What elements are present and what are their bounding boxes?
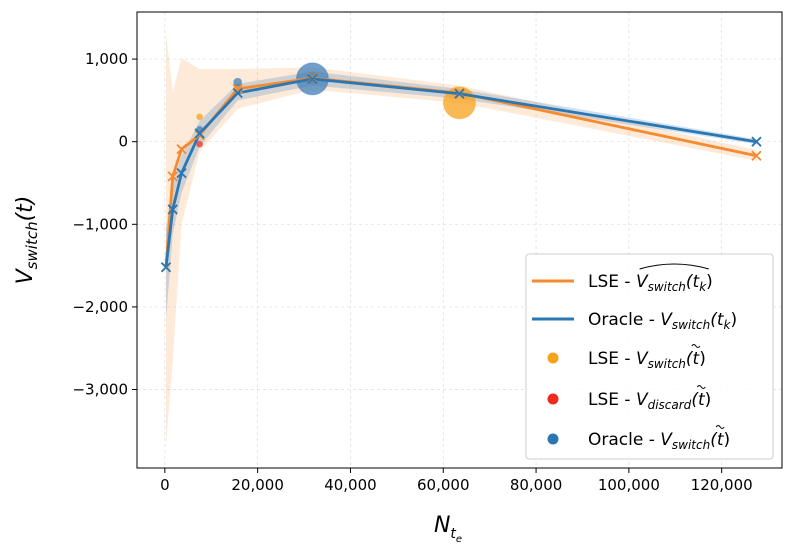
legend-item-oracle_switch: Oracle - Vswitch(t) [547, 425, 730, 452]
x-tick-label: 60,000 [417, 476, 470, 494]
legend-label: LSE - Vswitch(t) [588, 349, 706, 371]
marker-stroke [160, 262, 172, 273]
y-axis-ticks: 1,000 0 −1,000 −2,000 −3,000 [72, 50, 137, 399]
y-tick-label: 0 [118, 133, 128, 151]
band-lse [166, 32, 757, 446]
y-tick-label: −1,000 [72, 215, 128, 233]
x-tick-label: 80,000 [510, 476, 563, 494]
marker-oracle [194, 128, 205, 139]
x-axis-label-sub: t [450, 526, 456, 542]
marker-oracle [160, 262, 172, 273]
y-tick-label: −2,000 [72, 298, 128, 316]
point-lse_switch [196, 113, 204, 121]
y-axis-label: Vswitch(t) [13, 196, 41, 285]
point-oracle_switch [233, 77, 243, 87]
hat-accent [639, 263, 709, 270]
marker-oracle [307, 73, 318, 85]
point-lse_discard [196, 140, 204, 148]
band-oracle [166, 71, 757, 320]
tilde-accent [715, 425, 725, 429]
legend-item-lse: LSE - Vswitch(tk) [532, 263, 713, 294]
marker-stroke [454, 88, 465, 99]
y-axis-label-arg: (t) [13, 196, 38, 222]
legend-item-oracle: Oracle - Vswitch(tk) [532, 310, 737, 332]
line-oracle [164, 77, 757, 268]
marker-lse [751, 150, 762, 161]
series-markers [160, 72, 762, 273]
x-tick-label: 100,000 [598, 476, 660, 494]
legend: LSE - Vswitch(tk) Oracle - Vswitch(tk) LSE… [525, 253, 774, 460]
marker-lse [167, 171, 178, 182]
confidence-bands [166, 32, 757, 446]
marker-lse [194, 129, 205, 141]
x-axis-label-subsub: e [456, 534, 462, 545]
legend-swatch-dot [547, 433, 559, 445]
x-tick-label: 0 [160, 476, 170, 494]
marker-oracle [167, 204, 178, 215]
marker-stroke [176, 143, 187, 155]
legend-item-lse_discard: LSE - Vdiscard(t) [547, 385, 711, 412]
x-tick-label: 40,000 [324, 476, 377, 494]
marker-oracle [176, 167, 187, 179]
legend-label: LSE - Vswitch(tk) [588, 272, 713, 294]
series-lines [164, 76, 757, 268]
y-tick-label: 1,000 [85, 50, 128, 68]
tilde-accent [691, 344, 701, 348]
y-axis-label-sub: switch [23, 221, 41, 269]
x-axis-ticks: 0 20,000 40,000 60,000 80,000 100,000 120,000 [160, 468, 753, 494]
legend-swatch-dot [547, 352, 559, 364]
legend-label: Oracle - Vswitch(tk) [588, 310, 737, 332]
marker-oracle [232, 87, 243, 99]
marker-stroke [167, 171, 178, 182]
marker-stroke [307, 73, 318, 85]
y-tick-label: −3,000 [72, 381, 128, 399]
marker-stroke [194, 128, 205, 139]
marker-stroke [194, 129, 205, 141]
x-tick-label: 120,000 [691, 476, 753, 494]
marker-lse [232, 83, 243, 94]
legend-frame [525, 253, 774, 460]
marker-oracle [454, 88, 465, 99]
marker-stroke [232, 83, 243, 94]
x-axis-label-main: N [434, 513, 450, 538]
tilde-accent [696, 385, 706, 389]
x-axis-label: Nte [434, 513, 462, 545]
x-tick-label: 20,000 [231, 476, 284, 494]
marker-stroke [167, 204, 178, 215]
legend-label: Oracle - Vswitch(t) [588, 430, 730, 452]
legend-item-lse_switch: LSE - Vswitch(t) [547, 344, 706, 371]
marker-stroke [751, 136, 762, 147]
plot-frame [136, 11, 783, 469]
marker-oracle [751, 136, 762, 147]
marker-stroke [751, 150, 762, 161]
legend-label: LSE - Vdiscard(t) [588, 390, 711, 412]
marker-stroke [232, 87, 243, 99]
legend-swatch-dot [547, 393, 559, 405]
marker-stroke [176, 167, 187, 179]
marker-lse [176, 143, 187, 155]
y-axis-label-main: V [13, 267, 38, 284]
